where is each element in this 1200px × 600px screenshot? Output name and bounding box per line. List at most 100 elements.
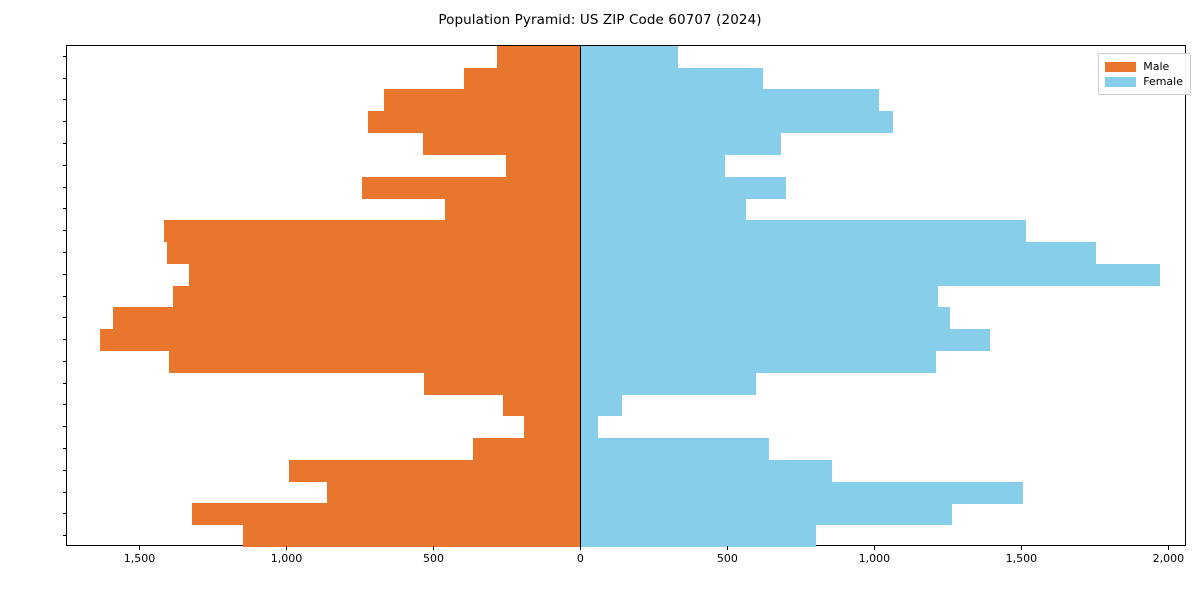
legend-label-male: Male bbox=[1143, 60, 1170, 73]
pyramid-row bbox=[67, 525, 1185, 548]
y-tick-mark bbox=[62, 447, 66, 449]
bar-male[interactable] bbox=[173, 285, 581, 308]
bar-male[interactable] bbox=[502, 394, 581, 417]
pyramid-row bbox=[67, 111, 1185, 134]
legend-entry-female[interactable]: Female bbox=[1105, 74, 1183, 89]
y-tick-mark bbox=[62, 55, 66, 57]
bar-female[interactable] bbox=[580, 241, 1097, 264]
x-tick-mark bbox=[874, 546, 876, 550]
bar-male[interactable] bbox=[384, 89, 581, 112]
bar-male[interactable] bbox=[472, 437, 581, 460]
bar-female[interactable] bbox=[580, 198, 746, 221]
bar-male[interactable] bbox=[242, 525, 581, 548]
pyramid-row bbox=[67, 372, 1185, 395]
y-tick-mark bbox=[62, 360, 66, 362]
bar-male[interactable] bbox=[289, 459, 581, 482]
bar-female[interactable] bbox=[580, 220, 1027, 243]
pyramid-row bbox=[67, 198, 1185, 221]
pyramid-row bbox=[67, 45, 1185, 68]
x-tick-mark bbox=[580, 546, 582, 550]
bar-male[interactable] bbox=[506, 154, 581, 177]
x-tick-mark bbox=[433, 546, 435, 550]
pyramid-row bbox=[67, 220, 1185, 243]
y-tick-mark bbox=[62, 404, 66, 406]
y-tick-mark bbox=[62, 77, 66, 79]
pyramid-row bbox=[67, 241, 1185, 264]
bar-female[interactable] bbox=[580, 525, 816, 548]
bar-male[interactable] bbox=[464, 67, 581, 90]
y-tick-mark bbox=[62, 513, 66, 515]
legend-swatch-female bbox=[1105, 76, 1137, 87]
y-tick-mark bbox=[62, 339, 66, 341]
bar-male[interactable] bbox=[362, 176, 581, 199]
pyramid-row bbox=[67, 437, 1185, 460]
bar-female[interactable] bbox=[580, 89, 879, 112]
y-tick-mark bbox=[62, 491, 66, 493]
bar-female[interactable] bbox=[580, 416, 598, 439]
pyramid-row bbox=[67, 394, 1185, 417]
bar-female[interactable] bbox=[580, 459, 833, 482]
bar-male[interactable] bbox=[327, 481, 581, 504]
y-tick-mark bbox=[62, 121, 66, 123]
legend-entry-male[interactable]: Male bbox=[1105, 59, 1183, 74]
y-tick-mark bbox=[62, 208, 66, 210]
bar-male[interactable] bbox=[168, 350, 581, 373]
bar-male[interactable] bbox=[191, 503, 581, 526]
chart-legend[interactable]: Male Female bbox=[1098, 53, 1191, 95]
y-tick-mark bbox=[62, 295, 66, 297]
y-tick-mark bbox=[62, 382, 66, 384]
pyramid-row bbox=[67, 154, 1185, 177]
bar-female[interactable] bbox=[580, 111, 893, 134]
pyramid-row bbox=[67, 176, 1185, 199]
bar-male[interactable] bbox=[189, 263, 581, 286]
bar-female[interactable] bbox=[580, 285, 938, 308]
bar-male[interactable] bbox=[445, 198, 581, 221]
bar-male[interactable] bbox=[422, 133, 581, 156]
bar-female[interactable] bbox=[580, 372, 756, 395]
bar-female[interactable] bbox=[580, 307, 950, 330]
pyramid-row bbox=[67, 89, 1185, 112]
bar-female[interactable] bbox=[580, 263, 1161, 286]
legend-swatch-male bbox=[1105, 61, 1137, 72]
x-tick-label: 1,500 bbox=[123, 552, 156, 565]
bar-female[interactable] bbox=[580, 329, 990, 352]
x-tick-mark bbox=[286, 546, 288, 550]
bar-male[interactable] bbox=[367, 111, 581, 134]
bar-female[interactable] bbox=[580, 67, 763, 90]
bar-male[interactable] bbox=[497, 45, 581, 68]
bar-male[interactable] bbox=[112, 307, 581, 330]
pyramid-row bbox=[67, 263, 1185, 286]
pyramid-row bbox=[67, 67, 1185, 90]
y-tick-mark bbox=[62, 99, 66, 101]
pyramid-row bbox=[67, 307, 1185, 330]
y-tick-mark bbox=[62, 317, 66, 319]
x-tick-mark bbox=[727, 546, 729, 550]
x-tick-label: 500 bbox=[422, 552, 444, 565]
bar-female[interactable] bbox=[580, 154, 726, 177]
y-tick-mark bbox=[62, 426, 66, 428]
bar-female[interactable] bbox=[580, 437, 769, 460]
y-tick-mark bbox=[62, 143, 66, 145]
y-tick-mark bbox=[62, 186, 66, 188]
x-tick-label: 1,000 bbox=[270, 552, 303, 565]
bar-female[interactable] bbox=[580, 503, 952, 526]
bar-male[interactable] bbox=[166, 241, 581, 264]
bar-female[interactable] bbox=[580, 350, 937, 373]
x-tick-label: 1,500 bbox=[1005, 552, 1038, 565]
bar-female[interactable] bbox=[580, 481, 1023, 504]
bar-female[interactable] bbox=[580, 133, 781, 156]
bar-male[interactable] bbox=[523, 416, 581, 439]
y-tick-mark bbox=[62, 469, 66, 471]
bar-male[interactable] bbox=[100, 329, 581, 352]
bar-male[interactable] bbox=[423, 372, 581, 395]
x-tick-mark bbox=[1168, 546, 1170, 550]
bar-female[interactable] bbox=[580, 45, 679, 68]
bar-male[interactable] bbox=[163, 220, 581, 243]
pyramid-row bbox=[67, 329, 1185, 352]
bar-female[interactable] bbox=[580, 176, 787, 199]
bar-female[interactable] bbox=[580, 394, 623, 417]
pyramid-row bbox=[67, 459, 1185, 482]
x-tick-label: 1,000 bbox=[858, 552, 891, 565]
